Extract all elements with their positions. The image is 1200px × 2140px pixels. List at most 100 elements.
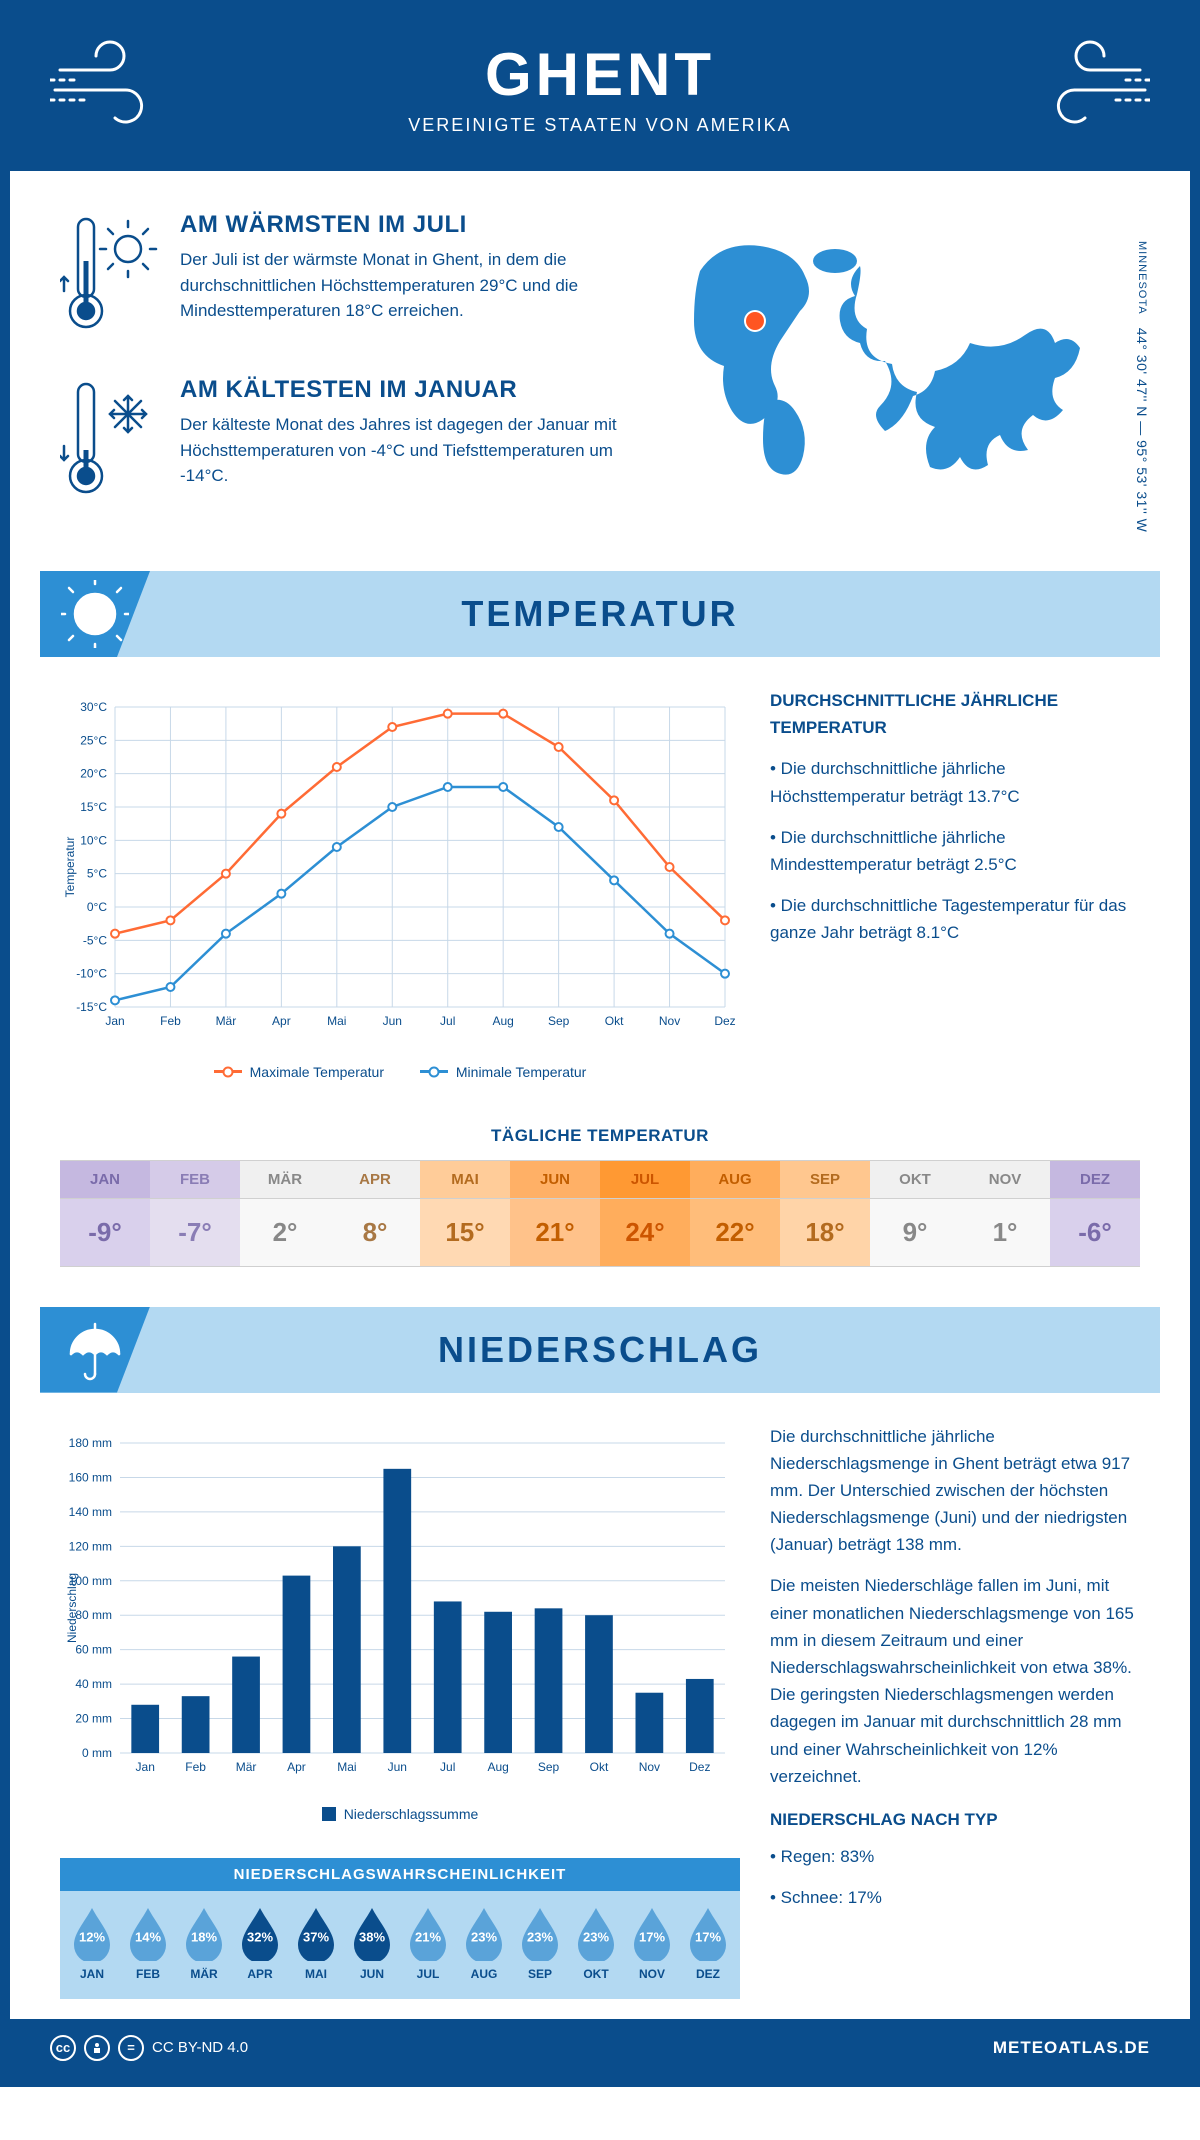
bar-legend: Niederschlagssumme [60, 1798, 740, 1838]
drop-item: 23% SEP [512, 1905, 568, 1981]
temp-info-heading: DURCHSCHNITTLICHE JÄHRLICHE TEMPERATUR [770, 687, 1140, 741]
precipitation-bar-chart: 0 mm20 mm40 mm60 mm80 mm100 mm120 mm140 … [60, 1423, 740, 1793]
svg-text:Jun: Jun [383, 1014, 402, 1028]
coldest-body: Der kälteste Monat des Jahres ist dagege… [180, 412, 630, 489]
header: GHENT VEREINIGTE STAATEN VON AMERIKA [10, 10, 1190, 171]
svg-text:Dez: Dez [714, 1014, 735, 1028]
month-cell: DEZ -6° [1050, 1160, 1140, 1267]
precipitation-title: NIEDERSCHLAG [60, 1329, 1140, 1371]
svg-text:Sep: Sep [538, 1760, 560, 1774]
coordinates: MINNESOTA 44° 30' 47'' N — 95° 53' 31'' … [1134, 241, 1150, 532]
license-text: CC BY-ND 4.0 [152, 2039, 248, 2056]
svg-text:40 mm: 40 mm [75, 1677, 112, 1691]
month-cell: JUL 24° [600, 1160, 690, 1267]
precip-para: Die meisten Niederschläge fallen im Juni… [770, 1572, 1140, 1790]
svg-text:80 mm: 80 mm [75, 1608, 112, 1622]
umbrella-icon [40, 1307, 150, 1393]
month-cell: MAI 15° [420, 1160, 510, 1267]
svg-text:Jul: Jul [440, 1760, 455, 1774]
precipitation-info: Die durchschnittliche jährliche Niedersc… [740, 1423, 1140, 1999]
svg-text:Dez: Dez [689, 1760, 710, 1774]
drop-item: 14% FEB [120, 1905, 176, 1981]
wind-icon [1020, 40, 1150, 135]
svg-text:Jan: Jan [105, 1014, 124, 1028]
svg-text:20°C: 20°C [80, 767, 107, 781]
svg-text:Mär: Mär [216, 1014, 237, 1028]
nd-icon: = [118, 2035, 144, 2061]
drop-item: 17% DEZ [680, 1905, 736, 1981]
precipitation-probability: NIEDERSCHLAGSWAHRSCHEINLICHKEIT 12% JAN … [60, 1858, 740, 1999]
temp-bullet: • Die durchschnittliche jährliche Höchst… [770, 755, 1140, 809]
intro-section: AM WÄRMSTEN IM JULI Der Juli ist der wär… [10, 171, 1190, 571]
svg-text:Jul: Jul [440, 1014, 455, 1028]
coldest-block: AM KÄLTESTEN IM JANUAR Der kälteste Mona… [60, 376, 630, 511]
month-cell: APR 8° [330, 1160, 420, 1267]
svg-text:Jun: Jun [388, 1760, 407, 1774]
svg-text:160 mm: 160 mm [69, 1470, 112, 1484]
month-cell: SEP 18° [780, 1160, 870, 1267]
coords-value: 44° 30' 47'' N — 95° 53' 31'' W [1134, 328, 1150, 533]
svg-text:140 mm: 140 mm [69, 1504, 112, 1518]
temp-bullet: • Die durchschnittliche Tagestemperatur … [770, 892, 1140, 946]
drop-item: 23% AUG [456, 1905, 512, 1981]
cc-icon: cc [50, 2035, 76, 2061]
svg-text:Nov: Nov [639, 1760, 660, 1774]
month-cell: NOV 1° [960, 1160, 1050, 1267]
svg-text:60 mm: 60 mm [75, 1642, 112, 1656]
svg-text:15°C: 15°C [80, 800, 107, 814]
svg-text:180 mm: 180 mm [69, 1436, 112, 1450]
precip-para: Die durchschnittliche jährliche Niedersc… [770, 1423, 1140, 1559]
svg-text:Temperatur: Temperatur [63, 837, 77, 898]
month-cell: FEB -7° [150, 1160, 240, 1267]
svg-text:0°C: 0°C [87, 900, 107, 914]
drop-item: 21% JUL [400, 1905, 456, 1981]
svg-text:Aug: Aug [487, 1760, 508, 1774]
precip-type-heading: NIEDERSCHLAG NACH TYP [770, 1806, 1140, 1833]
bar-legend-label: Niederschlagssumme [344, 1806, 479, 1822]
temperature-info: DURCHSCHNITTLICHE JÄHRLICHE TEMPERATUR •… [740, 687, 1140, 1094]
footer: cc = CC BY-ND 4.0 METEOATLAS.DE [10, 2019, 1190, 2077]
month-cell: JUN 21° [510, 1160, 600, 1267]
svg-text:Feb: Feb [185, 1760, 206, 1774]
svg-text:-10°C: -10°C [76, 967, 107, 981]
drop-item: 37% MAI [288, 1905, 344, 1981]
svg-text:30°C: 30°C [80, 700, 107, 714]
warmest-body: Der Juli ist der wärmste Monat in Ghent,… [180, 247, 630, 324]
svg-text:Mai: Mai [337, 1760, 356, 1774]
svg-text:Nov: Nov [659, 1014, 680, 1028]
drop-item: 23% OKT [568, 1905, 624, 1981]
drop-item: 32% APR [232, 1905, 288, 1981]
drop-item: 38% JUN [344, 1905, 400, 1981]
svg-text:Jan: Jan [136, 1760, 155, 1774]
temperature-title: TEMPERATUR [60, 593, 1140, 635]
svg-text:-5°C: -5°C [83, 933, 107, 947]
daily-temp-title: TÄGLICHE TEMPERATUR [10, 1114, 1190, 1160]
svg-text:Aug: Aug [493, 1014, 514, 1028]
brand-name: METEOATLAS.DE [993, 2038, 1150, 2058]
drop-item: 12% JAN [64, 1905, 120, 1981]
page-title: GHENT [30, 40, 1170, 109]
precip-type-rain: • Regen: 83% [770, 1843, 1140, 1870]
svg-text:Sep: Sep [548, 1014, 570, 1028]
state-label: MINNESOTA [1136, 241, 1148, 315]
temp-bullet: • Die durchschnittliche jährliche Mindes… [770, 824, 1140, 878]
svg-text:120 mm: 120 mm [69, 1539, 112, 1553]
svg-text:Apr: Apr [287, 1760, 306, 1774]
svg-text:0 mm: 0 mm [82, 1746, 112, 1760]
daily-temp-table: JAN -9° FEB -7° MÄR 2° APR 8° MAI 15° JU… [60, 1160, 1140, 1267]
world-map-icon [660, 211, 1140, 496]
svg-text:Niederschlag: Niederschlag [65, 1572, 79, 1642]
month-cell: JAN -9° [60, 1160, 150, 1267]
temperature-line-chart: -15°C-10°C-5°C0°C5°C10°C15°C20°C25°C30°C… [60, 687, 740, 1047]
legend-max-label: Maximale Temperatur [250, 1064, 384, 1080]
by-icon [84, 2035, 110, 2061]
warmest-heading: AM WÄRMSTEN IM JULI [180, 211, 630, 239]
svg-text:Mai: Mai [327, 1014, 346, 1028]
coldest-heading: AM KÄLTESTEN IM JANUAR [180, 376, 630, 404]
thermometer-sun-icon [60, 211, 170, 346]
drop-item: 18% MÄR [176, 1905, 232, 1981]
svg-text:10°C: 10°C [80, 833, 107, 847]
thermometer-snow-icon [60, 376, 170, 511]
drop-item: 17% NOV [624, 1905, 680, 1981]
chart-legend: Maximale Temperatur Minimale Temperatur [60, 1052, 740, 1094]
